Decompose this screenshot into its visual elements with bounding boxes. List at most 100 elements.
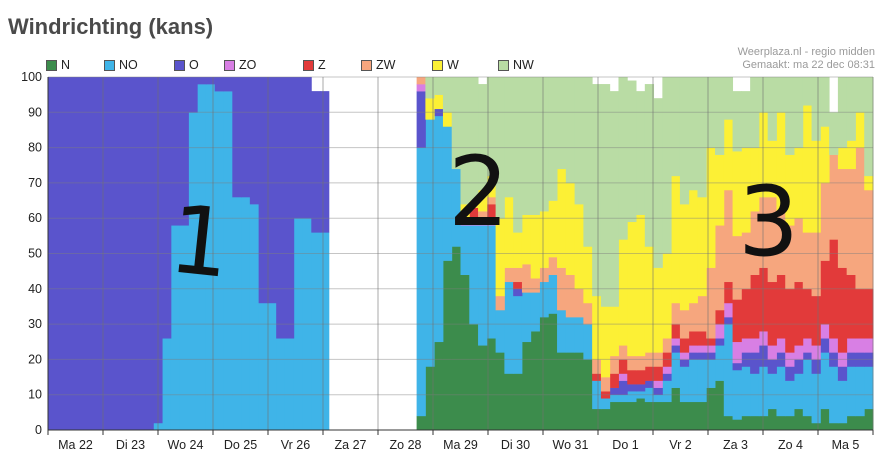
bar-segment-no: [706, 359, 716, 388]
bar-segment-n: [644, 401, 655, 431]
bar-segment-no: [715, 345, 725, 381]
credit-source: Weerplaza.nl - regio midden: [737, 46, 875, 58]
series-no: [153, 84, 874, 431]
bar-segment-no: [521, 292, 532, 343]
bar-segment-no: [837, 380, 848, 424]
x-tick-label: Di 30: [501, 438, 530, 452]
bar-segment-nw: [697, 77, 707, 198]
bar-segment-no: [758, 366, 769, 417]
legend-label: W: [447, 58, 459, 72]
bar-segment-nw: [592, 84, 602, 297]
bar-segment-zw: [679, 309, 690, 339]
y-tick-label: 50: [28, 247, 42, 261]
bar-segment-zo: [767, 345, 777, 360]
bar-segment-nw: [442, 77, 453, 113]
bar-segment-zw: [732, 235, 742, 300]
bar-segment-no: [618, 394, 628, 403]
bar-segment-nw: [513, 77, 523, 233]
bar-segment-n: [478, 345, 488, 431]
bar-segment-w: [539, 211, 549, 268]
bar-segment-o: [416, 91, 426, 148]
bar-segment-w: [785, 154, 795, 226]
bar-segment-zo: [723, 302, 734, 318]
bar-segment-no: [644, 387, 655, 403]
bar-segment-o: [144, 77, 154, 431]
bar-segment-zw: [618, 345, 628, 360]
bar-segment-w: [864, 175, 874, 191]
bar-segment-n: [565, 352, 576, 431]
bar-segment-w: [574, 204, 584, 290]
legend-label: NO: [119, 58, 138, 72]
bar-segment-no: [442, 126, 453, 261]
bar-segment-nw: [583, 77, 593, 247]
bar-segment-no: [504, 281, 514, 374]
bar-segment-zw: [486, 197, 497, 205]
bar-segment-n: [495, 352, 505, 431]
bar-segment-z: [837, 267, 848, 353]
annotation-1: 1: [164, 185, 236, 300]
bar-segment-no: [565, 317, 576, 353]
bar-segment-n: [451, 246, 461, 431]
bar-segment-no: [820, 352, 830, 410]
bar-segment-w: [653, 267, 663, 353]
bar-segment-w: [723, 119, 734, 191]
bar-segment-n: [820, 408, 830, 431]
bar-segment-n: [574, 352, 584, 431]
bar-segment-no: [162, 338, 172, 431]
bar-segment-w: [732, 151, 742, 237]
bar-segment-o: [267, 77, 277, 304]
bar-segment-w: [592, 295, 602, 360]
bar-segment-o: [83, 77, 93, 431]
bar-segment-o: [56, 77, 67, 431]
bar-segment-zw: [758, 197, 769, 268]
series-z: [469, 204, 874, 399]
bar-segment-w: [425, 98, 435, 120]
bar-segment-n: [513, 373, 523, 431]
bar-segment-o: [662, 373, 672, 381]
bar-segment-w: [636, 214, 646, 357]
bar-segment-z: [864, 288, 874, 339]
bar-segment-no: [732, 369, 742, 420]
bar-segment-nw: [671, 77, 681, 177]
bar-segment-w: [741, 147, 751, 233]
bar-segment-o: [609, 387, 619, 395]
legend-item-nw: NW: [498, 58, 534, 72]
series-w: [425, 94, 874, 378]
bar-segment-o: [197, 77, 207, 85]
legend-label: ZW: [376, 58, 396, 72]
bar-segment-z: [776, 274, 786, 339]
bar-segment-n: [469, 324, 479, 431]
bar-segment-zw: [530, 278, 540, 293]
bar-segment-zo: [416, 84, 426, 92]
bar-segment-z: [627, 369, 637, 385]
bar-segment-nw: [758, 77, 769, 113]
bar-segment-n: [486, 338, 497, 431]
bar-segment-n: [434, 341, 444, 431]
bar-segment-w: [495, 218, 505, 297]
bar-segment-zw: [653, 352, 663, 367]
bar-segment-z: [785, 288, 795, 353]
bar-segment-o: [513, 288, 523, 297]
legend-swatch: [303, 59, 314, 71]
bar-segment-w: [811, 140, 821, 233]
bar-segment-w: [644, 246, 655, 353]
x-tick-label: Ma 22: [58, 438, 93, 452]
bar-segment-z: [486, 204, 497, 219]
bar-segment-zw: [644, 352, 655, 367]
bar-segment-no: [750, 373, 760, 417]
bar-segment-zw: [855, 147, 865, 290]
bar-segment-o: [170, 77, 181, 226]
bar-segment-z: [811, 295, 821, 346]
bar-segment-no: [276, 338, 286, 431]
bar-segment-z: [609, 373, 619, 388]
bar-segment-n: [688, 401, 698, 431]
bar-segment-z: [600, 391, 611, 399]
bar-segment-o: [434, 108, 444, 117]
series-n: [416, 246, 874, 431]
bar-segment-w: [662, 253, 672, 339]
bar-segment-n: [846, 415, 856, 431]
bar-segment-nw: [662, 77, 672, 254]
x-tick-label: Di 23: [116, 438, 145, 452]
series-zw: [416, 77, 874, 392]
